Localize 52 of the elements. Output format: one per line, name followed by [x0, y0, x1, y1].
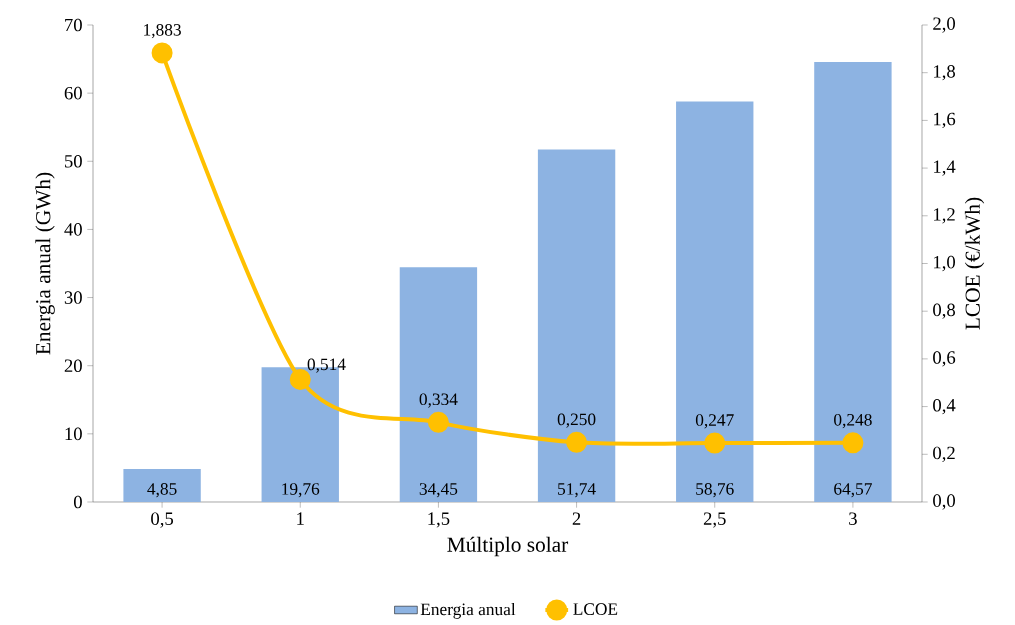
data-label: 34,45	[419, 483, 458, 498]
y-tick-label: 30	[64, 291, 82, 304]
y-axis-title: Energia anual (GWh)	[35, 172, 55, 355]
legend-label: LCOE	[573, 603, 618, 615]
y2-tick-label: 1,4	[934, 160, 956, 176]
x-tick-label: 1,5	[428, 512, 450, 528]
data-label: 0,514	[307, 358, 346, 373]
data-label: 64,57	[834, 483, 872, 498]
bar	[676, 101, 754, 502]
y2-tick-label: 0,8	[933, 303, 956, 319]
y2-tick-label: 2,0	[933, 17, 956, 33]
bar	[814, 62, 892, 502]
data-label: 51,74	[558, 483, 596, 498]
y-tick-label: 40	[64, 223, 82, 236]
point	[151, 42, 173, 64]
x-tick-label: 3	[849, 512, 857, 525]
x-tick-label: 2,5	[703, 512, 726, 528]
point	[566, 431, 588, 453]
point	[842, 432, 864, 454]
y-tick-label: 50	[65, 154, 82, 168]
data-label: 1,883	[144, 24, 181, 39]
data-label: 19,76	[282, 483, 320, 498]
y2-tick-label: 0,6	[933, 351, 956, 367]
y2-tick-label: 1,2	[934, 208, 955, 224]
y2-tick-label: 1,8	[934, 65, 956, 81]
y2-tick-label: 0,4	[933, 398, 956, 415]
bar	[537, 149, 616, 502]
x-tick-label: 0,5	[151, 512, 174, 528]
x-tick-label: 1	[297, 512, 304, 525]
bar	[399, 267, 478, 502]
y-tick-label: 60	[64, 86, 82, 100]
data-label: 0,334	[419, 393, 458, 408]
y-tick-label: 20	[64, 359, 82, 373]
data-label: 58,76	[696, 483, 734, 498]
data-label: 4,85	[147, 483, 177, 498]
y2-tick-label: 1,6	[934, 112, 956, 128]
legend-label: Energia anual	[420, 602, 516, 619]
x-axis-title: Múltiplo solar	[447, 536, 569, 557]
y2-tick-label: 0,2	[933, 446, 955, 462]
y-tick-label: 0	[73, 495, 82, 509]
y2-axis-title: LCOE (€/kWh)	[964, 197, 985, 330]
y-tick-label: 10	[65, 427, 82, 441]
y-tick-label: 70	[65, 18, 82, 32]
x-tick-label: 2	[572, 512, 581, 525]
data-label: 0,248	[834, 413, 872, 429]
data-label: 0,247	[695, 414, 734, 429]
y2-tick-label: 1,0	[934, 255, 956, 272]
point	[704, 432, 726, 454]
point	[427, 411, 449, 433]
data-label: 0,250	[557, 413, 596, 428]
bar	[123, 468, 201, 502]
y2-tick-label: 0,0	[933, 494, 956, 510]
